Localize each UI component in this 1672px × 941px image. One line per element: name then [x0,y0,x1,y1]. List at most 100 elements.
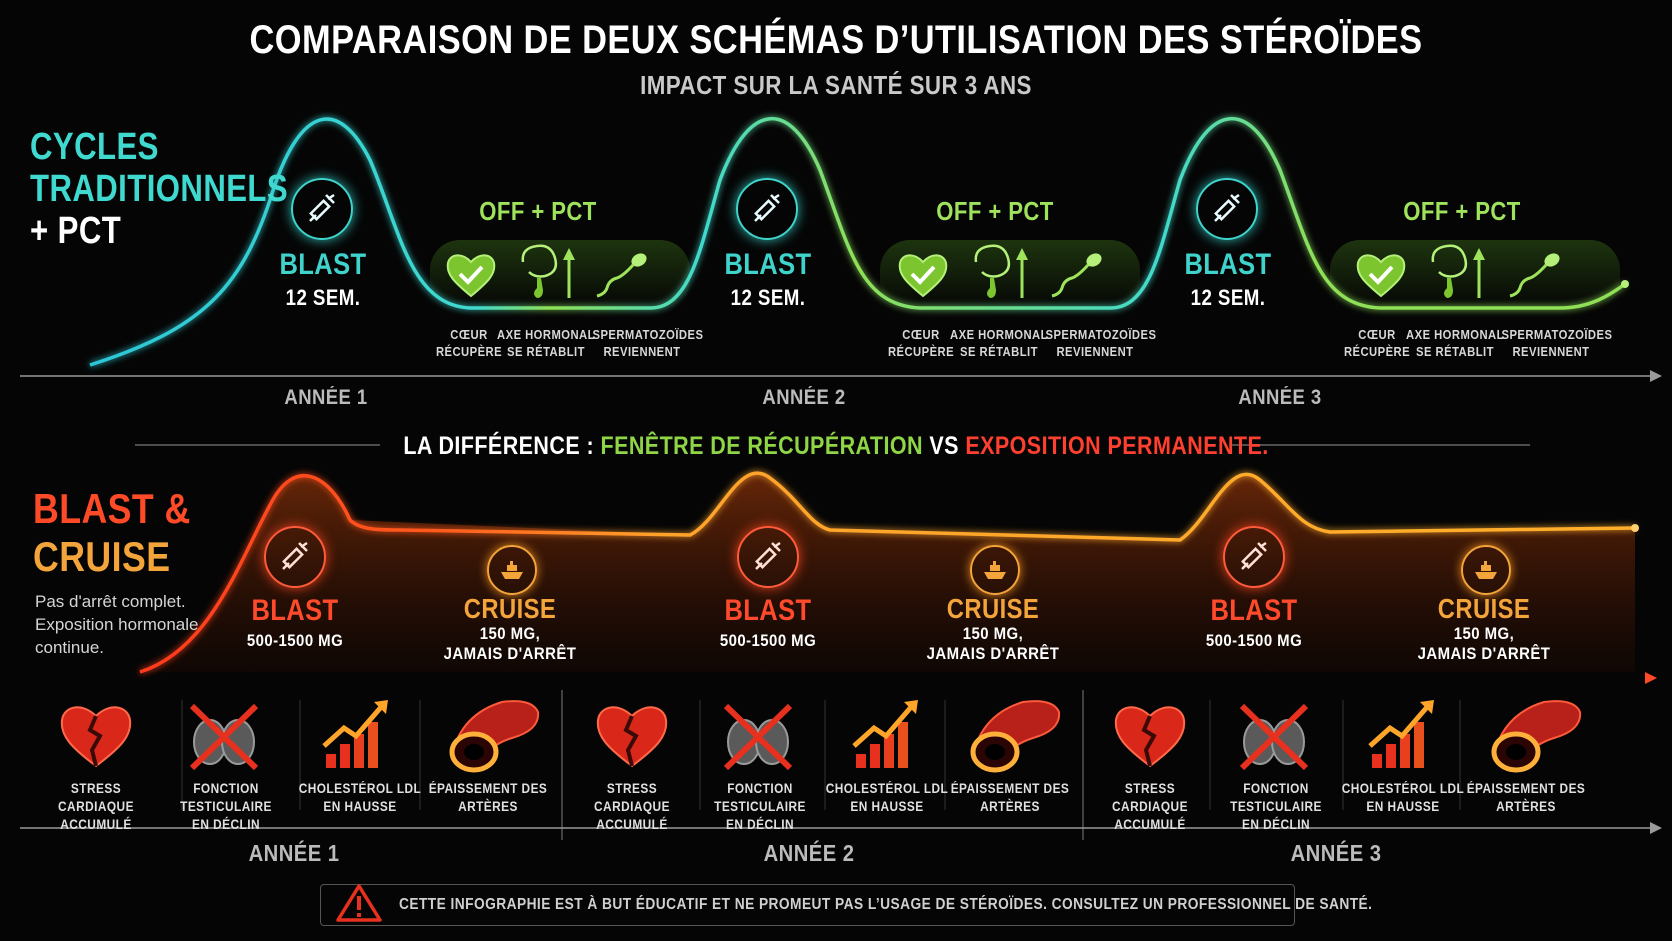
bc-blast-dose: 500-1500 MG [1205,631,1303,650]
risk-artery: ÉPAISSEMENT DES ARTÈRES [426,780,549,816]
risk-artery: ÉPAISSEMENT DES ARTÈRES [948,780,1071,816]
page-title: COMPARAISON DE DEUX SCHÉMAS D’UTILISATIO… [249,18,1423,62]
disclaimer-box: CETTE INFOGRAPHIE EST À BUT ÉDUCATIF ET … [320,883,1372,928]
difference-green: FENÊTRE DE RÉCUPÉRATION [600,432,923,460]
rising-bars-icon [1368,696,1438,775]
trad-benefit-sperm: SPERMATOZOÏDES REVIENNENT [1502,327,1612,361]
bc-cruise-label: CRUISE [1437,593,1531,624]
traditional-title-line1: CYCLES [30,126,159,168]
risk-line: EN HAUSSE [323,799,397,814]
ship-icon [970,545,1020,595]
dose-line: 150 MG, [1453,624,1515,643]
heart-check-icon [444,250,498,305]
risk-line: ÉPAISSEMENT DES [428,781,548,796]
blast-cruise-title-line2: CRUISE [33,533,171,580]
risk-line: ARTÈRES [1496,799,1556,814]
broken-heart-icon [1112,700,1188,775]
bc-blast-dose: 500-1500 MG [719,631,817,650]
benefit-line: RÉCUPÈRE [435,345,503,359]
risk-line: ACCUMULÉ [596,817,668,832]
sperm-icon [595,248,651,305]
benefit-line: SE RÉTABLIT [507,345,585,359]
crossed-testicles-icon [718,698,798,777]
risk-line: STRESS CARDIAQUE [1112,781,1188,814]
risk-line: ARTÈRES [980,799,1040,814]
trad-year-3: ANNÉE 3 [1238,386,1322,409]
risk-line: EN DÉCLIN [725,817,794,832]
risk-line: STRESS CARDIAQUE [58,781,134,814]
syringe-icon [736,178,798,240]
artery-icon [963,694,1063,779]
risk-line: FONCTION TESTICULAIRE [180,781,272,814]
trad-year-1: ANNÉE 1 [284,386,368,409]
risk-testicular: FONCTION TESTICULAIRE EN DÉCLIN [698,780,821,834]
trad-off-label: OFF + PCT [1403,196,1521,226]
blast-cruise-title: BLAST & CRUISE [33,485,191,581]
sperm-icon [1050,248,1106,305]
syringe-icon [1223,526,1285,588]
bc-year-3: ANNÉE 3 [1290,840,1382,866]
crossed-testicles-icon [1234,698,1314,777]
benefit-line: AXE HORMONAL [497,328,595,342]
trad-benefit-heart: CŒUR RÉCUPÈRE [420,327,519,361]
risk-line: ACCUMULÉ [60,817,132,832]
risk-line: FONCTION TESTICULAIRE [714,781,806,814]
broken-heart-icon [58,700,134,775]
sperm-icon [1508,248,1564,305]
dose-line: JAMAIS D'ARRÊT [1417,644,1551,663]
risk-testicular: FONCTION TESTICULAIRE EN DÉCLIN [1214,780,1337,834]
risk-line: EN HAUSSE [850,799,924,814]
benefit-line: REVIENNENT [1512,345,1590,359]
broken-heart-icon [594,700,670,775]
trad-benefit-axis: AXE HORMONAL SE RÉTABLIT [1406,327,1505,361]
traditional-title-pct: + PCT [30,210,122,252]
benefit-line: SPERMATOZOÏDES [1045,328,1157,342]
rising-bars-icon [852,696,922,775]
benefit-line: CŒUR [450,328,488,342]
crossed-testicles-icon [184,698,264,777]
bc-cruise-label: CRUISE [463,593,557,624]
risk-line: EN HAUSSE [1366,799,1440,814]
bc-blast-label: BLAST [1210,594,1298,627]
difference-vs: VS [922,432,966,460]
trad-off-label: OFF + PCT [479,196,597,226]
hormone-axis-icon [1425,242,1495,307]
benefit-line: REVIENNENT [1056,345,1134,359]
difference-red: EXPOSITION PERMANENTE. [965,432,1269,460]
hormone-axis-icon [968,242,1038,307]
blast-cruise-description: Pas d'arrêt complet. Exposition hormonal… [35,590,205,659]
risk-line: CHOLESTÉROL LDL [298,781,422,796]
dose-line: 150 MG, [479,624,541,643]
desc-line: continue. [35,638,104,657]
benefit-line: SPERMATOZOÏDES [592,328,704,342]
warning-icon [335,883,383,928]
dose-line: 150 MG, [962,624,1024,643]
risk-line: ÉPAISSEMENT DES [950,781,1070,796]
bc-cruise-label: CRUISE [946,593,1040,624]
page-subtitle: IMPACT SUR LA SANTÉ SUR 3 ANS [640,70,1032,100]
dose-line: JAMAIS D'ARRÊT [926,644,1060,663]
risk-cardiac: STRESS CARDIAQUE ACCUMULÉ [34,780,157,834]
artery-icon [442,694,542,779]
bc-blast-dose: 500-1500 MG [246,631,344,650]
traditional-title-line2: TRADITIONNELS [30,168,289,210]
trad-benefit-heart: CŒUR RÉCUPÈRE [1328,327,1427,361]
desc-line: Pas d'arrêt complet. [35,592,186,611]
trad-blast-duration: 12 SEM. [730,285,806,310]
syringe-icon [291,178,353,240]
risk-cardiac: STRESS CARDIAQUE ACCUMULÉ [1088,780,1211,834]
risk-line: CHOLESTÉROL LDL [1341,781,1465,796]
benefit-line: RÉCUPÈRE [887,345,955,359]
desc-line: Exposition hormonale [35,615,199,634]
trad-benefit-sperm: SPERMATOZOÏDES REVIENNENT [592,327,704,361]
risk-line: CHOLESTÉROL LDL [825,781,949,796]
benefit-line: SE RÉTABLIT [1416,345,1494,359]
trad-benefit-heart: CŒUR RÉCUPÈRE [872,327,971,361]
difference-statement: LA DIFFÉRENCE : FENÊTRE DE RÉCUPÉRATION … [117,432,1555,461]
trad-year-2: ANNÉE 2 [762,386,846,409]
syringe-icon [1196,178,1258,240]
risk-line: EN DÉCLIN [191,817,260,832]
risk-line: STRESS CARDIAQUE [594,781,670,814]
benefit-line: AXE HORMONAL [1406,328,1504,342]
bc-cruise-dose: 150 MG, JAMAIS D'ARRÊT [426,624,593,664]
